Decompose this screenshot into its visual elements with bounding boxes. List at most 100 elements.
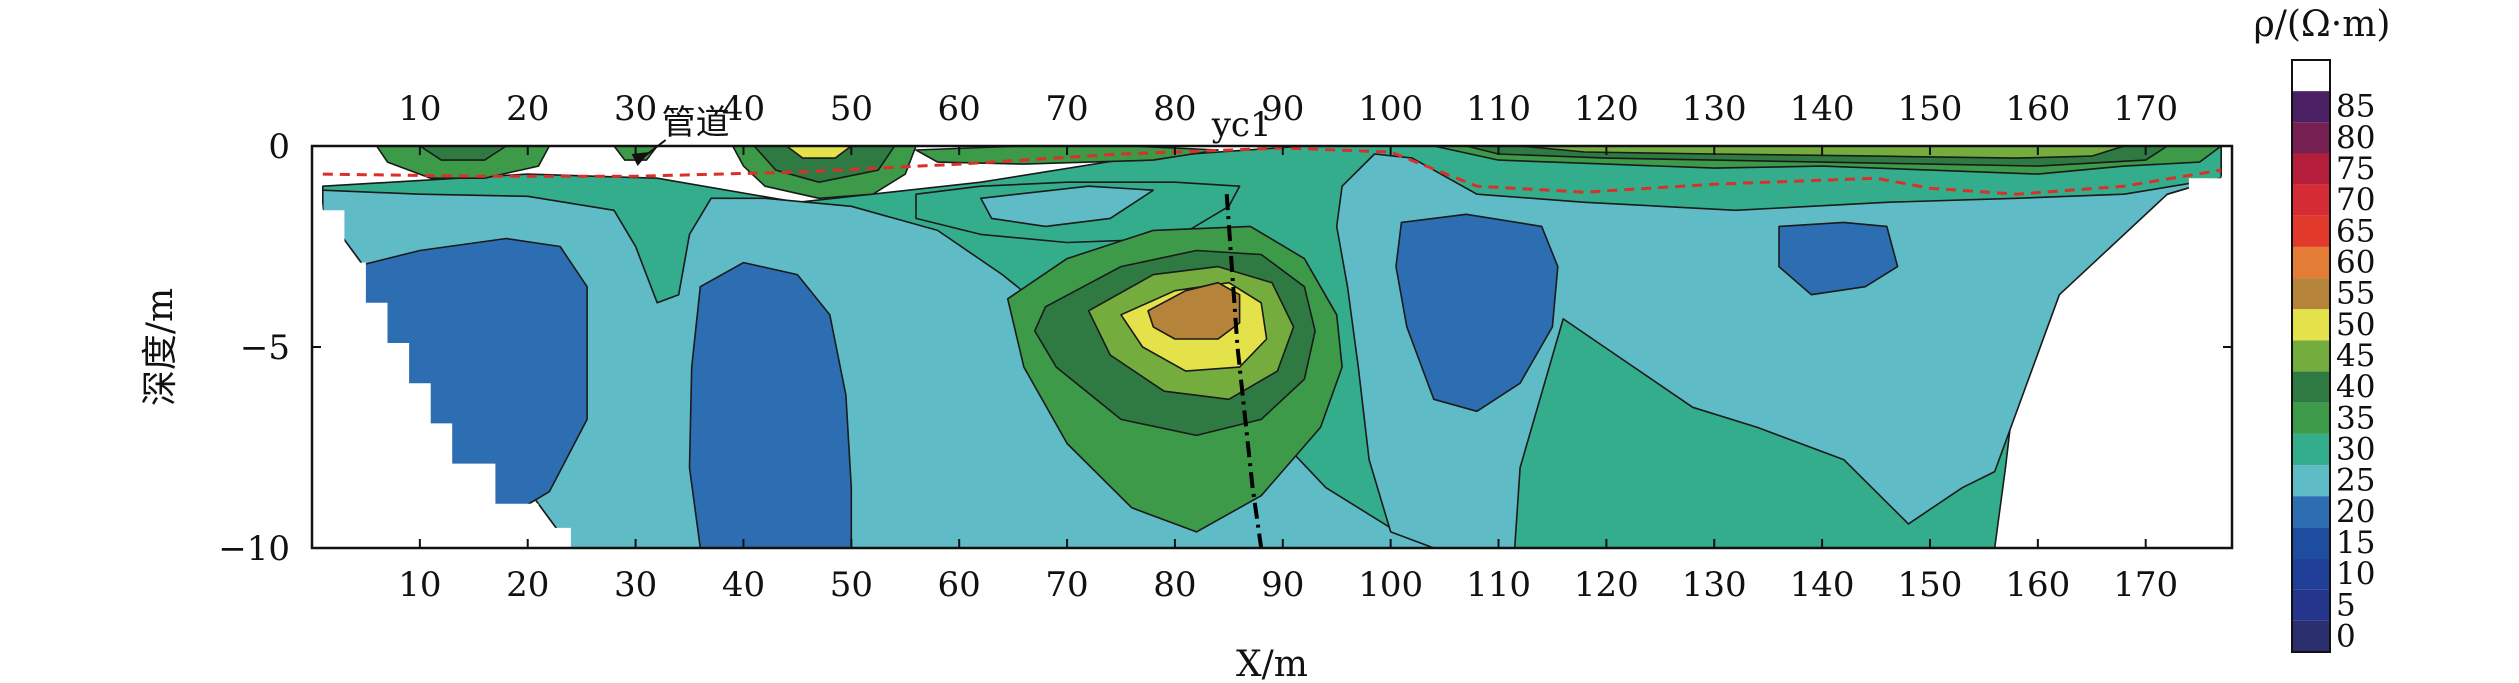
x-tick-label: 90 xyxy=(1261,565,1304,605)
contour-region-anomaly-core xyxy=(1147,281,1241,340)
x-top-tick-label: 130 xyxy=(1682,89,1747,129)
x-tick-label: 140 xyxy=(1790,565,1855,605)
contour-fill-layer xyxy=(312,146,2232,548)
x-top-tick-label: 20 xyxy=(506,89,549,129)
colorbar-swatch xyxy=(2292,60,2330,92)
x-top-tick-label: 160 xyxy=(2005,89,2070,129)
colorbar-swatch xyxy=(2292,371,2330,403)
colorbar-tick-label: 75 xyxy=(2336,151,2375,187)
contour-region-right-low-pocket xyxy=(1395,213,1559,413)
colorbar-swatch xyxy=(2292,91,2330,123)
colorbar-tick-label: 55 xyxy=(2336,276,2375,312)
colorbar-swatch xyxy=(2292,340,2330,372)
colorbar-tick-label: 10 xyxy=(2336,556,2375,592)
x-tick-label: 30 xyxy=(614,565,657,605)
colorbar-tick-label: 70 xyxy=(2336,182,2375,218)
colorbar-frame xyxy=(2291,59,2331,653)
y-tick-label: −10 xyxy=(218,529,290,569)
colorbar-swatch xyxy=(2292,153,2330,185)
blank-mask-left xyxy=(312,146,571,548)
colorbar-tick-label: 85 xyxy=(2336,89,2375,125)
colorbar-tick-label: 5 xyxy=(2336,587,2356,623)
colorbar-label: ρ/(Ω·m) xyxy=(2254,4,2391,45)
x-top-tick-label: 60 xyxy=(938,89,981,129)
colorbar-swatch xyxy=(2292,215,2330,247)
axes: 10 10 20 20 30 30 40 40 50 50 60 60 70 70 80 80 90 90 100 1… xyxy=(218,89,2232,605)
colorbar-tick-label: 45 xyxy=(2336,338,2375,374)
x-top-tick-label: 120 xyxy=(1574,89,1639,129)
colorbar-swatch xyxy=(2292,278,2330,310)
colorbar-tick-label: 0 xyxy=(2336,618,2356,654)
x-top-tick-label: 100 xyxy=(1358,89,1423,129)
x-tick-label: 10 xyxy=(398,565,441,605)
x-top-tick-label: 170 xyxy=(2113,89,2178,129)
colorbar-tick-label: 65 xyxy=(2336,213,2375,249)
x-top-tick-label: 50 xyxy=(830,89,873,129)
colorbar-swatch xyxy=(2292,620,2330,652)
x-tick-label: 100 xyxy=(1358,565,1423,605)
x-top-tick-label: 10 xyxy=(398,89,441,129)
x-tick-label: 130 xyxy=(1682,565,1747,605)
colorbar-tick-label: 80 xyxy=(2336,120,2375,156)
x-tick-label: 80 xyxy=(1153,565,1196,605)
colorbar-swatch xyxy=(2292,496,2330,528)
colorbar-swatch xyxy=(2292,184,2330,216)
y-tick-label: −5 xyxy=(240,328,290,368)
colorbar-tick-label: 60 xyxy=(2336,245,2375,281)
colorbar-tick-label: 30 xyxy=(2336,431,2375,467)
colorbar-swatch xyxy=(2292,465,2330,497)
x-top-tick-label: 30 xyxy=(614,89,657,129)
contour-region-surface-band-4 xyxy=(915,146,1219,165)
contour-region-small-low-pocket xyxy=(1778,221,1899,296)
interface-dashed-line xyxy=(322,146,2222,196)
contour-region-central-deep-low xyxy=(688,261,853,548)
x-top-tick-label: 140 xyxy=(1790,89,1855,129)
x-top-tick-label: 90 xyxy=(1261,89,1304,129)
x-tick-label: 60 xyxy=(938,565,981,605)
x-top-tick-label: 70 xyxy=(1045,89,1088,129)
blank-mask-right xyxy=(2005,146,2232,548)
colorbar-tick-label: 40 xyxy=(2336,369,2375,405)
y-axis-label: 深度/m xyxy=(140,288,181,406)
colorbar-swatch xyxy=(2292,402,2330,434)
colorbar-swatch xyxy=(2292,433,2330,466)
colorbar-swatch xyxy=(2292,527,2330,559)
colorbar-tick-label: 35 xyxy=(2336,400,2375,436)
colorbar-swatch xyxy=(2292,309,2330,341)
x-top-tick-label: 40 xyxy=(722,89,765,129)
x-top-tick-label: 110 xyxy=(1466,89,1531,129)
annotation-fault-label: yc1 xyxy=(1211,105,1272,145)
x-tick-label: 110 xyxy=(1466,565,1531,605)
annotations: 管道 yc1 xyxy=(631,103,1272,166)
contour-region-surface-lobe-3-core xyxy=(785,146,853,159)
x-axis-label: X/m xyxy=(1236,644,1308,683)
colorbar-swatch xyxy=(2292,589,2330,621)
x-tick-label: 50 xyxy=(830,565,873,605)
x-tick-label: 170 xyxy=(2113,565,2178,605)
colorbar-swatch xyxy=(2292,558,2330,590)
colorbar-swatch xyxy=(2292,246,2330,279)
x-tick-label: 150 xyxy=(1898,565,1963,605)
contour-region-surface-lobe-1-core xyxy=(419,146,508,161)
colorbar-swatch xyxy=(2292,122,2330,154)
contour-region-right-low-zone xyxy=(1335,153,2222,548)
colorbar-tick-label: 25 xyxy=(2336,463,2375,499)
colorbar-tick-label: 20 xyxy=(2336,494,2375,530)
x-top-tick-label: 80 xyxy=(1153,89,1196,129)
annotation-pipe-arrowhead xyxy=(631,152,650,166)
fault-line-yc1 xyxy=(1224,194,1264,548)
x-tick-label: 120 xyxy=(1574,565,1639,605)
colorbar-tick-label: 50 xyxy=(2336,307,2375,343)
x-tick-label: 40 xyxy=(722,565,765,605)
contour-region-upper-low-pocket xyxy=(979,185,1155,228)
x-tick-label: 70 xyxy=(1045,565,1088,605)
y-tick-label: 0 xyxy=(268,127,290,167)
annotation-pipe-label: 管道 xyxy=(662,103,730,143)
colorbar-tick-label: 15 xyxy=(2336,525,2375,561)
x-tick-label: 160 xyxy=(2005,565,2070,605)
x-top-tick-label: 150 xyxy=(1898,89,1963,129)
feature-lines-layer xyxy=(322,146,2222,548)
x-tick-label: 20 xyxy=(506,565,549,605)
